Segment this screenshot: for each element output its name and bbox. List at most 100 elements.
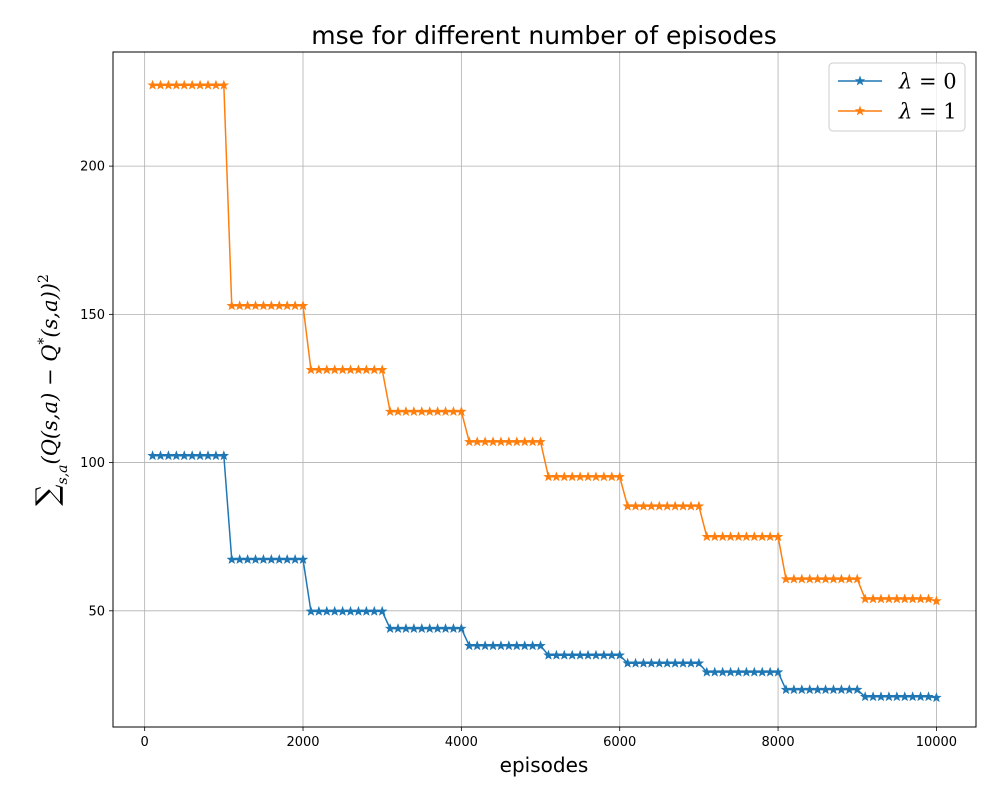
data-point (701, 531, 712, 542)
data-point (867, 593, 879, 604)
data-point (186, 450, 198, 461)
data-point (234, 554, 245, 564)
data-point (266, 554, 277, 564)
data-point (788, 684, 800, 695)
data-point (662, 657, 673, 668)
data-point (567, 649, 578, 660)
series-line-1 (152, 84, 937, 602)
data-point (693, 657, 705, 668)
data-point (297, 300, 309, 311)
data-point (400, 406, 412, 417)
data-point (361, 364, 372, 375)
data-point (313, 364, 325, 375)
data-point (448, 406, 459, 417)
data-point (210, 79, 222, 90)
data-point (511, 436, 522, 447)
data-point (543, 471, 554, 482)
data-point (392, 406, 404, 417)
x-axis-label: episodes (500, 753, 589, 777)
data-point (606, 649, 617, 660)
data-point (226, 554, 237, 564)
data-point (369, 364, 380, 375)
data-point (796, 573, 808, 584)
plot-series (147, 79, 942, 703)
data-point (432, 623, 443, 633)
data-point (416, 406, 427, 417)
data-point (883, 593, 895, 604)
data-point (638, 657, 649, 668)
data-point (464, 640, 475, 651)
data-point (780, 573, 792, 584)
data-point (852, 573, 863, 584)
data-point (551, 649, 562, 660)
data-point (345, 364, 356, 375)
data-point (590, 471, 602, 482)
data-point (693, 500, 705, 511)
legend-marker-1 (854, 105, 866, 116)
data-point (614, 471, 625, 482)
data-point (495, 436, 507, 447)
chart-title: mse for different number of episodes (311, 21, 777, 50)
data-point (638, 500, 649, 511)
data-point (281, 300, 293, 311)
data-point (852, 684, 863, 695)
data-point (820, 573, 831, 584)
data-point (836, 573, 847, 584)
data-point (654, 500, 665, 511)
data-point (179, 450, 190, 461)
data-point (780, 684, 792, 695)
data-point (408, 406, 420, 417)
data-point (923, 691, 934, 702)
data-point (527, 436, 538, 447)
data-point (891, 691, 903, 702)
data-point (519, 640, 530, 651)
data-point (725, 531, 736, 542)
data-point (503, 436, 515, 447)
data-point (353, 364, 364, 375)
data-point (899, 691, 910, 702)
legend-label-0: λ = 0 (898, 70, 957, 94)
data-point (907, 593, 918, 604)
data-point (511, 640, 522, 651)
data-point (931, 595, 942, 606)
data-point (384, 623, 396, 633)
data-point (582, 471, 594, 482)
data-point (535, 640, 546, 651)
data-point (202, 450, 214, 461)
data-point (685, 500, 697, 511)
data-point (590, 649, 602, 660)
data-point (226, 300, 237, 311)
data-point (479, 436, 491, 447)
legend-label-1: λ = 1 (898, 100, 957, 124)
y-tick-label: 200 (80, 160, 105, 175)
data-point (598, 471, 610, 482)
data-point (717, 666, 728, 677)
data-point (899, 593, 910, 604)
data-point (622, 500, 633, 511)
data-point (677, 500, 689, 511)
data-point (281, 554, 293, 564)
data-point (796, 684, 808, 695)
data-point (289, 554, 301, 564)
data-point (812, 573, 823, 584)
series-line-0 (152, 455, 937, 699)
data-point (915, 593, 926, 604)
data-point (662, 500, 673, 511)
data-point (875, 691, 887, 702)
data-point (194, 450, 206, 461)
data-point (297, 554, 309, 564)
data-point (931, 692, 942, 703)
data-point (820, 684, 831, 695)
data-point (487, 640, 499, 651)
data-point (844, 684, 855, 695)
plot-frame (112, 51, 977, 728)
data-point (749, 666, 760, 677)
data-point (685, 657, 697, 668)
y-label-square: 2 (36, 274, 52, 283)
data-point (432, 406, 443, 417)
data-point (274, 554, 285, 564)
legend-marker-0 (854, 75, 866, 86)
data-point (329, 364, 340, 375)
data-point (717, 531, 728, 542)
